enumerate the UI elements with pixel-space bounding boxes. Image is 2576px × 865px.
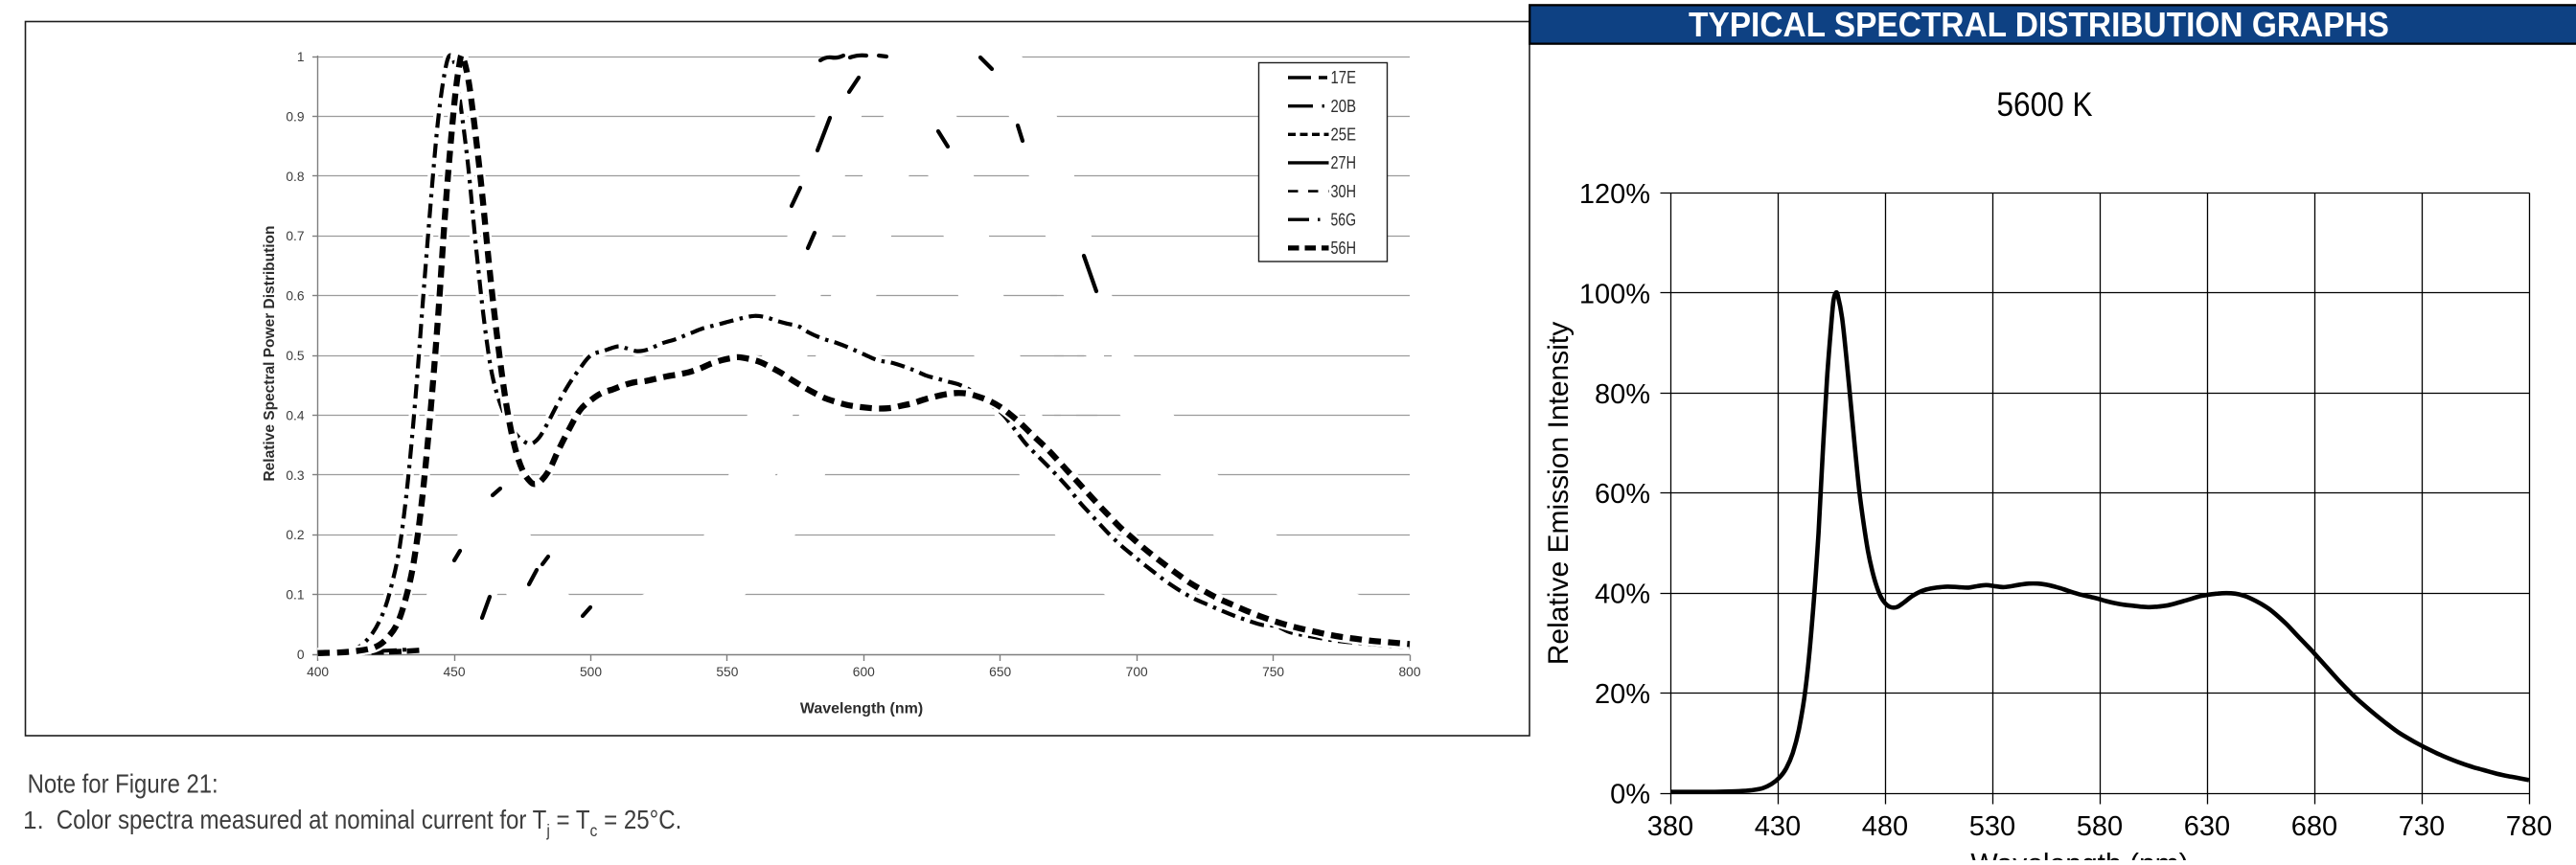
svg-text:550: 550 bbox=[716, 665, 738, 679]
svg-text:40%: 40% bbox=[1595, 580, 1650, 610]
svg-text:650: 650 bbox=[989, 665, 1011, 679]
svg-text:Relative Emission Intensity: Relative Emission Intensity bbox=[1543, 322, 1575, 665]
svg-text:0%: 0% bbox=[1610, 780, 1650, 810]
svg-text:Note for Figure 21:: Note for Figure 21: bbox=[28, 768, 218, 799]
svg-text:30H: 30H bbox=[1331, 182, 1357, 201]
svg-text:Wavelength (nm): Wavelength (nm) bbox=[1970, 849, 2188, 861]
svg-text:630: 630 bbox=[2184, 811, 2230, 842]
svg-text:100%: 100% bbox=[1579, 279, 1650, 309]
svg-text:800: 800 bbox=[1398, 665, 1420, 679]
svg-text:450: 450 bbox=[443, 665, 465, 679]
svg-text:TYPICAL SPECTRAL DISTRIBUTION: TYPICAL SPECTRAL DISTRIBUTION GRAPHS bbox=[1689, 5, 2389, 44]
svg-text:27H: 27H bbox=[1331, 153, 1357, 172]
svg-text:5600 K: 5600 K bbox=[1997, 86, 2093, 124]
svg-text:0.2: 0.2 bbox=[286, 528, 304, 542]
svg-text:20B: 20B bbox=[1331, 97, 1357, 116]
svg-text:0.3: 0.3 bbox=[286, 468, 305, 483]
svg-text:60%: 60% bbox=[1595, 479, 1650, 510]
svg-text:80%: 80% bbox=[1595, 379, 1650, 410]
svg-text:1.: 1. bbox=[23, 806, 44, 834]
svg-text:Wavelength (nm): Wavelength (nm) bbox=[800, 701, 923, 717]
svg-text:25E: 25E bbox=[1331, 125, 1357, 145]
svg-text:0.6: 0.6 bbox=[286, 289, 305, 304]
svg-text:0.1: 0.1 bbox=[286, 588, 304, 603]
svg-text:500: 500 bbox=[580, 665, 602, 679]
svg-text:750: 750 bbox=[1262, 665, 1284, 679]
svg-text:20%: 20% bbox=[1595, 679, 1650, 710]
svg-text:0: 0 bbox=[297, 648, 305, 662]
svg-text:Color spectra measured at nomi: Color spectra measured at nominal curren… bbox=[57, 807, 681, 841]
svg-text:700: 700 bbox=[1126, 665, 1148, 679]
svg-text:0.7: 0.7 bbox=[286, 229, 304, 243]
svg-text:0.5: 0.5 bbox=[286, 349, 305, 363]
svg-text:0.4: 0.4 bbox=[286, 408, 305, 422]
svg-text:400: 400 bbox=[307, 665, 329, 679]
svg-text:600: 600 bbox=[853, 665, 875, 679]
svg-text:380: 380 bbox=[1647, 811, 1693, 842]
svg-text:580: 580 bbox=[2077, 811, 2123, 842]
svg-text:1: 1 bbox=[297, 50, 305, 64]
svg-text:0.9: 0.9 bbox=[286, 109, 305, 124]
svg-text:530: 530 bbox=[1969, 811, 2015, 842]
svg-text:780: 780 bbox=[2506, 811, 2552, 842]
svg-text:56H: 56H bbox=[1331, 239, 1357, 258]
svg-text:680: 680 bbox=[2291, 811, 2337, 842]
svg-text:480: 480 bbox=[1862, 811, 1908, 842]
svg-text:430: 430 bbox=[1755, 811, 1801, 842]
svg-text:730: 730 bbox=[2399, 811, 2445, 842]
svg-text:Relative Spectral Power Distri: Relative Spectral Power Distribution bbox=[262, 225, 278, 481]
svg-text:0.8: 0.8 bbox=[286, 170, 305, 184]
svg-text:17E: 17E bbox=[1331, 68, 1357, 87]
svg-text:56G: 56G bbox=[1331, 210, 1357, 229]
svg-text:120%: 120% bbox=[1579, 179, 1650, 210]
